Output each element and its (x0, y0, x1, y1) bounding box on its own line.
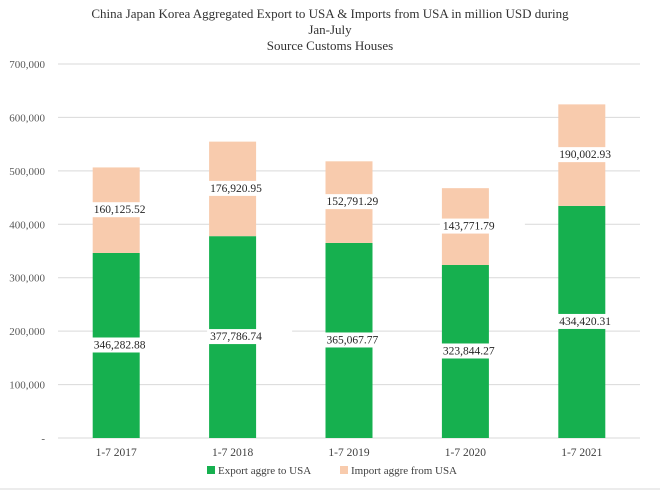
y-tick-label: 700,000 (9, 59, 45, 71)
data-label-bg (90, 337, 176, 353)
data-label-import: 190,002.93 (559, 149, 611, 161)
chart-title-line-2: Jan-July (308, 22, 352, 37)
data-label-export: 434,420.31 (559, 316, 611, 328)
data-label-export: 377,786.74 (210, 331, 262, 343)
chart-title-line-3: Source Customs Houses (266, 38, 394, 53)
legend-swatch (340, 466, 348, 474)
y-tick-label: 400,000 (9, 219, 45, 231)
x-tick-label: 1-7 2021 (561, 447, 602, 459)
data-label-bg (323, 332, 409, 348)
legend-label: Import aggre from USA (351, 465, 457, 477)
data-label-bg (323, 194, 409, 210)
x-tick-label: 1-7 2018 (212, 447, 253, 459)
data-label-import: 152,791.29 (327, 196, 379, 208)
y-tick-label: - (41, 433, 45, 445)
data-label-bg (207, 180, 293, 196)
y-tick-label: 500,000 (9, 166, 45, 178)
chart-title: China Japan Korea Aggregated Export to U… (0, 6, 660, 54)
data-label-export: 365,067.77 (327, 334, 379, 346)
data-label-export: 346,282.88 (94, 339, 146, 351)
legend-swatch (207, 466, 215, 474)
y-tick-label: 300,000 (9, 273, 45, 285)
data-label-import: 160,125.52 (94, 204, 146, 216)
chart-title-line-1: China Japan Korea Aggregated Export to U… (91, 6, 569, 21)
data-label-import: 143,771.79 (443, 221, 495, 233)
data-label-bg (556, 147, 642, 163)
data-label-bg (439, 343, 525, 359)
legend-label: Export aggre to USA (218, 465, 311, 477)
x-tick-label: 1-7 2017 (96, 447, 137, 459)
y-tick-label: 100,000 (9, 380, 45, 392)
data-label-import: 176,920.95 (210, 183, 262, 195)
y-tick-label: 600,000 (9, 112, 45, 124)
x-tick-label: 1-7 2019 (328, 447, 369, 459)
data-label-bg (556, 313, 642, 329)
x-tick-label: 1-7 2020 (445, 447, 486, 459)
data-label-bg (439, 218, 525, 234)
data-label-export: 323,844.27 (443, 345, 495, 357)
data-label-bg (207, 329, 293, 345)
y-tick-label: 200,000 (9, 326, 45, 338)
data-label-bg (90, 202, 176, 218)
